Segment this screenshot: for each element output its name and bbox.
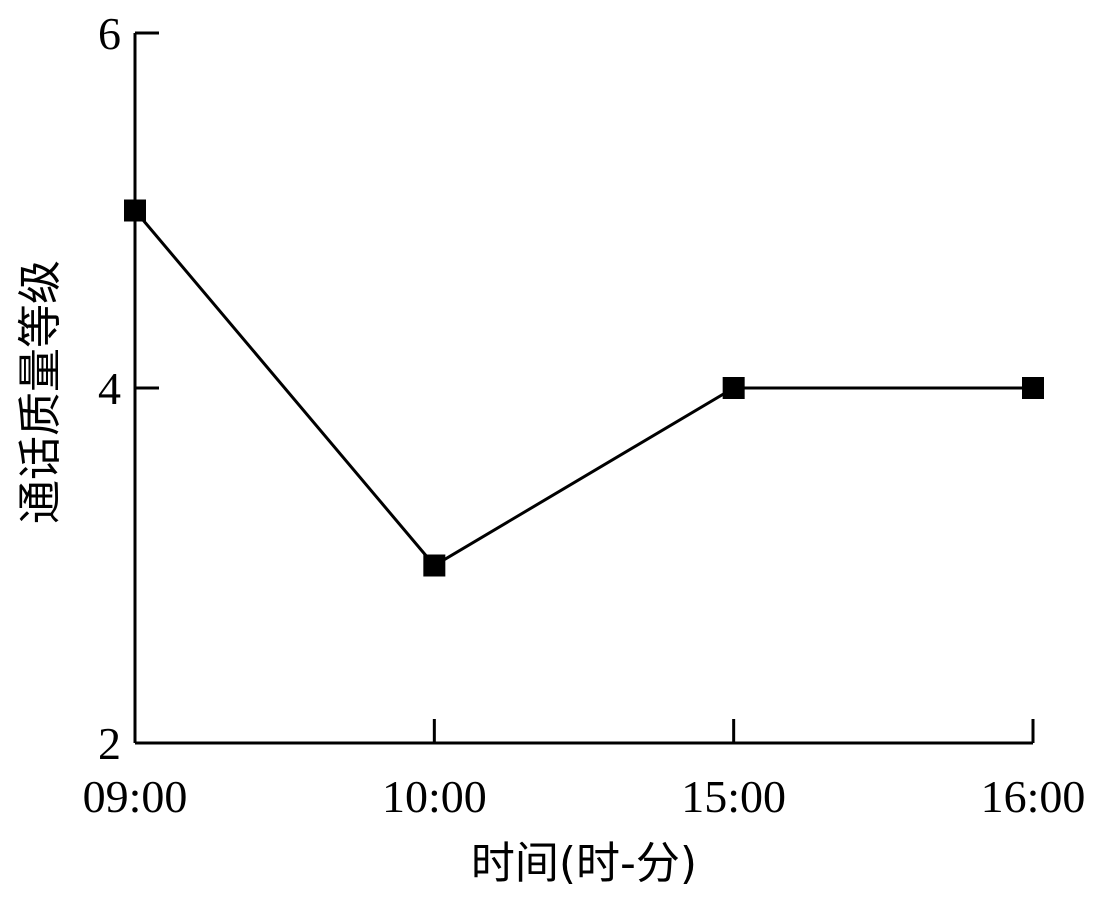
data-point-marker: [423, 554, 446, 577]
x-axis-title: 时间(时-分): [471, 838, 697, 889]
x-tick-label: 15:00: [681, 771, 786, 822]
y-tick-label: 4: [98, 363, 121, 414]
data-point-marker: [124, 199, 146, 222]
x-tick-label: 16:00: [981, 771, 1086, 822]
x-ticks-group: 09:00 10:00 15:00 16:00: [83, 719, 1086, 822]
x-tick-label: 09:00: [83, 771, 188, 822]
x-tick-label: 10:00: [382, 771, 487, 822]
y-tick-label: 2: [98, 718, 121, 769]
data-point-marker: [722, 377, 745, 399]
y-ticks-group: 2 4 6: [98, 8, 159, 769]
series-line: [133, 209, 1033, 568]
y-axis-title: 通话质量等级: [15, 260, 66, 524]
data-point-marker: [1022, 377, 1044, 399]
y-tick-label: 6: [98, 8, 121, 59]
series-group: [124, 199, 1044, 577]
